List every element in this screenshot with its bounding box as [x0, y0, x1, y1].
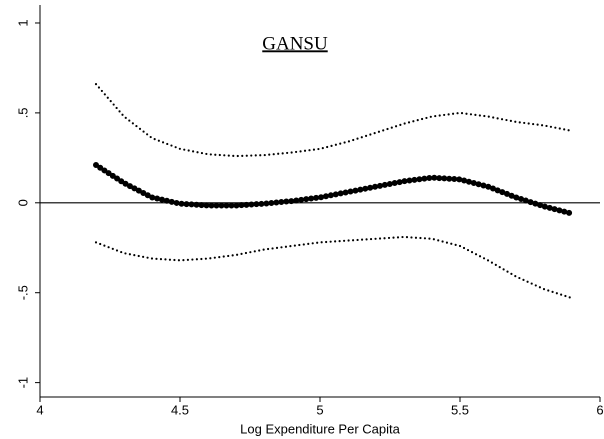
x-axis-label: Log Expenditure Per Capita — [240, 421, 400, 436]
x-tick-label: 4 — [36, 402, 43, 417]
line-series — [93, 162, 575, 217]
y-tick-label: 1 — [15, 19, 30, 26]
line-series — [94, 83, 574, 158]
y-tick-label: -1 — [15, 377, 30, 389]
line-series — [94, 235, 574, 300]
x-tick-label: 6 — [596, 402, 603, 417]
x-tick-label: 4.5 — [171, 402, 189, 417]
chart-title: GANSU — [262, 33, 328, 54]
y-tick-label: 0 — [15, 199, 30, 206]
y-tick-label: -.5 — [15, 285, 30, 300]
x-tick-label: 5 — [316, 402, 323, 417]
x-tick-label: 5.5 — [451, 402, 469, 417]
y-tick-label: .5 — [15, 107, 30, 118]
